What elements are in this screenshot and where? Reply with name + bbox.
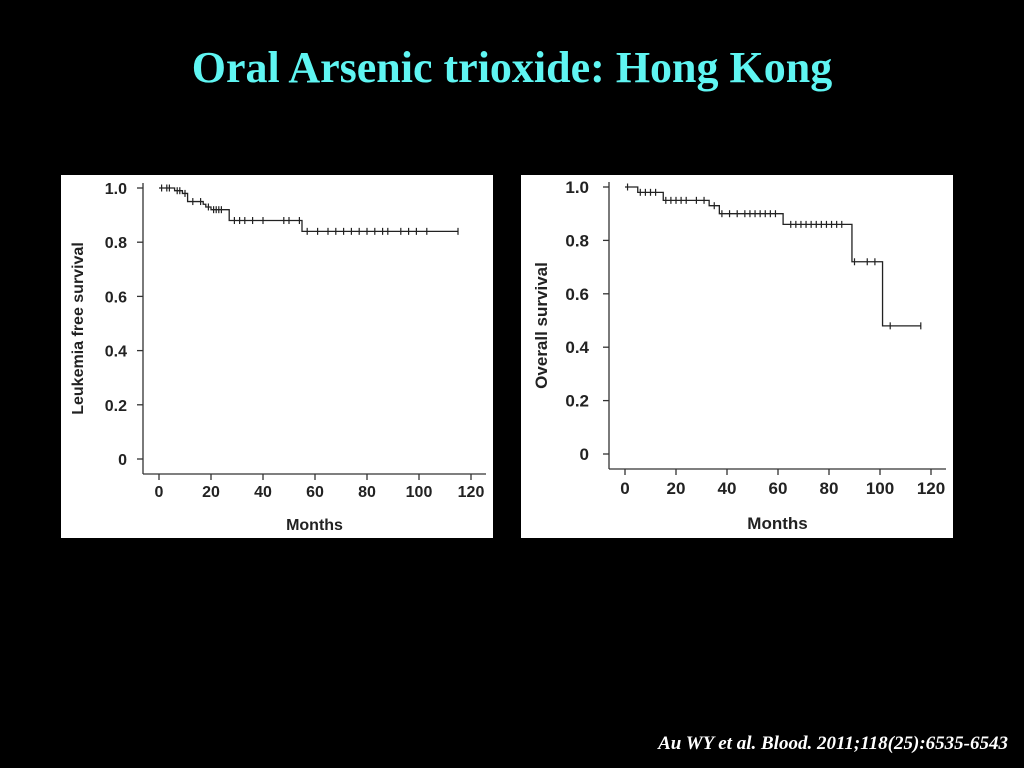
slide-title: Oral Arsenic trioxide: Hong Kong	[191, 43, 833, 92]
lfs-x-tick-label: 120	[458, 484, 485, 501]
os-x-axis-label: Months	[747, 514, 807, 533]
lfs-y-tick-label: 0	[118, 452, 127, 469]
lfs-y-tick-label: 0.2	[105, 398, 127, 415]
lfs-x-tick-label: 100	[406, 484, 433, 501]
lfs-x-tick-label: 40	[254, 484, 272, 501]
lfs-x-tick-label: 0	[155, 484, 164, 501]
os-survival-curve	[625, 186, 921, 327]
lfs-survival-curve	[159, 187, 458, 233]
os-y-tick-label: 0.8	[565, 231, 589, 250]
os-y-tick-label: 0	[580, 445, 589, 464]
lfs-x-tick-label: 20	[202, 484, 220, 501]
lfs-x-axis-label: Months	[286, 517, 343, 534]
leukemia-free-survival-panel: 0 0.2 0.4 0.6 0.8 1.0 0 20 40 60 80 100 120 Months Leu…	[61, 175, 493, 538]
os-y-tick-label: 0.4	[565, 338, 589, 357]
lfs-y-tick-label: 0.6	[105, 289, 127, 306]
os-y-tick-label: 0.6	[565, 285, 589, 304]
lfs-y-axis-label: Leukemia free survival	[70, 242, 87, 415]
lfs-x-tick-label: 80	[358, 484, 376, 501]
os-x-tick-label: 60	[769, 479, 788, 498]
lfs-y-tick-label: 1.0	[105, 181, 127, 198]
overall-survival-chart: 0 0.2 0.4 0.6 0.8 1.0 0 20 40 60 80 100 120 Months Ove…	[532, 178, 946, 533]
lfs-x-tick-label: 60	[306, 484, 324, 501]
os-x-tick-label: 0	[620, 479, 629, 498]
lfs-y-tick-label: 0.8	[105, 235, 127, 252]
os-y-axis-label: Overall survival	[532, 262, 551, 389]
os-y-tick-label: 1.0	[565, 178, 589, 197]
os-y-tick-label: 0.2	[565, 392, 589, 411]
overall-survival-panel: 0 0.2 0.4 0.6 0.8 1.0 0 20 40 60 80 100 120 Months Ove…	[521, 175, 953, 538]
os-x-tick-label: 80	[820, 479, 839, 498]
citation: Au WY et al. Blood. 2011;118(25):6535-65…	[658, 733, 1008, 754]
os-x-tick-label: 40	[718, 479, 737, 498]
os-x-tick-label: 120	[917, 479, 945, 498]
os-x-tick-label: 20	[667, 479, 686, 498]
lfs-y-tick-label: 0.4	[105, 344, 127, 361]
leukemia-free-survival-chart: 0 0.2 0.4 0.6 0.8 1.0 0 20 40 60 80 100 120 Months Leu…	[70, 181, 486, 534]
os-x-tick-label: 100	[866, 479, 894, 498]
